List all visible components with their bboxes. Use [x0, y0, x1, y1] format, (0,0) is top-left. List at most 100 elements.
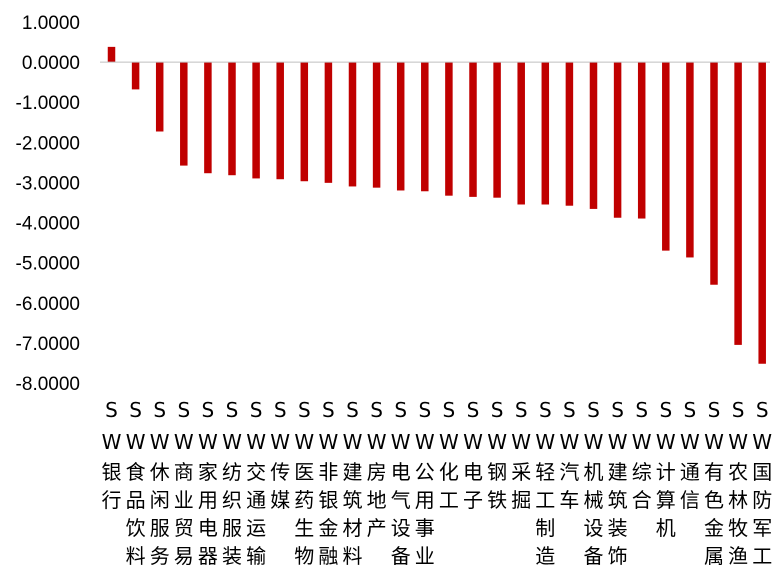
x-tick-label-char: W [584, 430, 604, 454]
x-tick-label-char: 工 [535, 488, 555, 512]
x-tick-label-char: 通 [246, 488, 266, 512]
x-tick-label-char: 林 [728, 488, 748, 512]
y-tick-label: -7.0000 [16, 334, 80, 355]
x-tick-label-char: W [608, 430, 628, 454]
bar [324, 62, 333, 183]
x-tick-label-char: S [202, 398, 215, 422]
x-tick-label-char: 军 [752, 516, 772, 540]
x-tick-label-char: 织 [222, 488, 242, 512]
bar [734, 62, 742, 345]
x-tick-label-char: S [491, 398, 504, 422]
x-tick-label-char: W [367, 430, 387, 454]
bar [131, 62, 140, 90]
y-tick-label: 0.0000 [22, 53, 80, 74]
x-tick-label-char: W [270, 430, 290, 454]
x-tick-label-char: 钢 [487, 460, 507, 484]
x-tick-label-char: 家 [198, 460, 218, 484]
x-tick-label-char: W [150, 430, 170, 454]
x-tick-label-char: 材 [343, 516, 363, 540]
x-tick-label-char: 输 [246, 544, 266, 568]
x-tick-label-char: 商 [174, 460, 194, 484]
x-tick-label-char: 融 [318, 544, 338, 568]
x-tick-label-char: 银 [318, 488, 338, 512]
bar [155, 62, 164, 132]
x-tick-label-char: S [322, 398, 335, 422]
x-tick-label-char: 国 [752, 460, 772, 484]
x-tick-label-char: W [704, 430, 724, 454]
x-tick-label-char: S [708, 398, 721, 422]
x-tick-label-char: 装 [222, 544, 242, 568]
x-tick-label-char: S [732, 398, 745, 422]
x-tick-label-char: 料 [126, 544, 146, 568]
x-tick-label-char: 药 [294, 488, 314, 512]
x-tick-label-char: 机 [584, 460, 604, 484]
x-tick-label-char: 备 [584, 544, 604, 568]
x-tick-label-char: 金 [704, 516, 724, 540]
x-tick-label-char: 行 [102, 488, 122, 512]
x-tick-label-char: 料 [343, 544, 363, 568]
bar [107, 46, 116, 63]
x-tick-label-char: 综 [632, 460, 652, 484]
x-tick-label-char: S [443, 398, 456, 422]
x-tick-label-char: S [587, 398, 600, 422]
x-tick-label-char: 建 [343, 460, 363, 484]
x-tick-label-char: 电 [463, 460, 483, 484]
x-tick-label-char: 服 [150, 516, 170, 540]
x-tick-label-char: S [394, 398, 407, 422]
x-tick-label-char: S [105, 398, 118, 422]
x-tick-label-char: W [680, 430, 700, 454]
x-tick-label-char: S [129, 398, 142, 422]
x-tick-label-char: 装 [608, 516, 628, 540]
x-tick-label-char: W [487, 430, 507, 454]
x-tick-label-char: 建 [608, 460, 628, 484]
x-tick-label-char: 物 [294, 544, 314, 568]
x-tick-label-char: 传 [270, 460, 290, 484]
x-tick-label-char: 机 [656, 516, 676, 540]
x-tick-label-char: 闲 [150, 488, 170, 512]
x-tick-label-char: 气 [391, 488, 411, 512]
x-tick-label-char: 电 [198, 516, 218, 540]
bar [300, 62, 309, 182]
bar [541, 62, 550, 205]
bar [469, 62, 477, 197]
bar [252, 62, 260, 179]
x-tick-label-char: S [635, 398, 648, 422]
x-tick-label-char: 轻 [535, 460, 555, 484]
x-tick-label-char: S [515, 398, 528, 422]
x-tick-label-char: S [153, 398, 166, 422]
x-tick-label-char: 交 [246, 460, 266, 484]
x-tick-label-char: 地 [367, 488, 387, 512]
y-axis: 1.0000 0.0000 -1.0000 -2.0000 -3.0000 -4.0000… [16, 13, 80, 395]
x-tick-label-char: 纺 [222, 460, 242, 484]
x-tick-label-char: 农 [728, 460, 748, 484]
x-tick-label-char: W [752, 430, 772, 454]
x-tick-label-char: 生 [294, 516, 314, 540]
bar [686, 62, 694, 258]
x-tick-label-char: 易 [174, 544, 194, 568]
x-tick-label-char: S [418, 398, 431, 422]
x-tick-label-char: 备 [391, 544, 411, 568]
x-tick-label-char: S [756, 398, 769, 422]
x-tick-label-char: 掘 [511, 488, 531, 512]
x-tick-label-char: S [539, 398, 552, 422]
x-tick-label-char: S [298, 398, 311, 422]
x-tick-label-char: S [684, 398, 697, 422]
x-tick-label-char: W [222, 430, 242, 454]
x-tick-label-char: S [563, 398, 576, 422]
